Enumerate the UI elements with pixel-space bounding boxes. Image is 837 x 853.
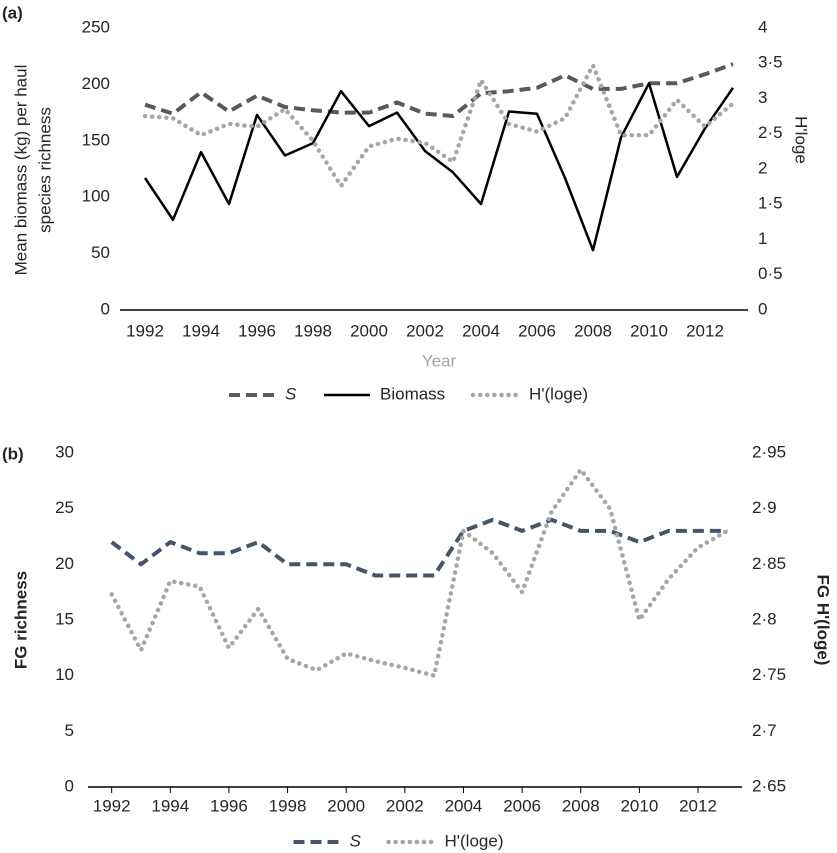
legend-label: Biomass (380, 384, 445, 403)
legend-label: H'(loge) (445, 831, 504, 850)
y-tick-label: 25 (55, 498, 74, 517)
x-tick-label: 2012 (686, 321, 724, 340)
legend-label: S (285, 384, 297, 403)
y2-tick-label: 1·5 (758, 194, 783, 213)
y-tick-label: 15 (55, 609, 74, 628)
y-tick-label: 250 (82, 17, 110, 36)
y-axis-title: Mean biomass (kg) per haul (11, 65, 30, 276)
y2-tick-label: 2·75 (752, 665, 786, 684)
y-tick-label: 30 (55, 442, 74, 461)
x-tick-label: 2010 (630, 321, 668, 340)
y2-tick-label: 2·9 (752, 498, 777, 517)
x-tick-label: 2006 (518, 321, 556, 340)
legend-label: H'(loge) (529, 384, 588, 403)
x-tick-label: 2000 (327, 796, 365, 815)
series-line (109, 467, 730, 678)
series-line (144, 62, 734, 118)
x-tick-label: 2002 (386, 796, 424, 815)
y2-tick-label: 2·5 (758, 123, 783, 142)
panel-label: (a) (2, 3, 23, 22)
x-tick-label: 1996 (238, 321, 276, 340)
x-tick-label: 2000 (350, 321, 388, 340)
y-tick-label: 50 (91, 243, 110, 262)
y2-tick-label: 2·65 (752, 776, 786, 795)
series-line (142, 63, 736, 189)
y-tick-label: 150 (82, 130, 110, 149)
series-line (110, 517, 728, 578)
legend-label: S (350, 831, 362, 850)
y-tick-label: 0 (65, 776, 74, 795)
y2-tick-label: 0·5 (758, 264, 783, 283)
series-line (143, 82, 735, 252)
x-tick-label: 2004 (445, 796, 483, 815)
y2-tick-label: 2·8 (752, 609, 777, 628)
x-tick-label: 1992 (93, 796, 131, 815)
y-tick-label: 10 (55, 665, 74, 684)
x-tick-label: 2002 (406, 321, 444, 340)
y-axis-title: species richness (35, 107, 54, 233)
y-tick-label: 100 (82, 187, 110, 206)
y2-tick-label: 4 (758, 17, 767, 36)
y2-tick-label: 3 (758, 88, 767, 107)
y2-axis-title: H'loge (792, 116, 811, 164)
x-tick-label: 1994 (182, 321, 220, 340)
y2-axis-title: FG H'(loge) (814, 575, 833, 666)
x-tick-label: 2008 (562, 796, 600, 815)
x-tick-label: 2006 (503, 796, 541, 815)
y-axis-title: FG richness (11, 571, 30, 669)
y2-tick-label: 2 (758, 158, 767, 177)
y2-tick-label: 2·7 (752, 721, 777, 740)
y2-tick-label: 2·85 (752, 554, 786, 573)
y2-tick-label: 3·5 (758, 53, 783, 72)
x-tick-label: 1996 (210, 796, 248, 815)
y-tick-label: 0 (101, 299, 110, 318)
y-tick-label: 200 (82, 74, 110, 93)
x-tick-label: 1994 (151, 796, 189, 815)
x-tick-label: 1998 (294, 321, 332, 340)
x-axis-title: Year (422, 351, 457, 370)
x-tick-label: 2010 (620, 796, 658, 815)
x-tick-label: 2004 (462, 321, 500, 340)
y2-tick-label: 0 (758, 299, 767, 318)
y2-tick-label: 2·95 (752, 442, 786, 461)
panel-label: (b) (2, 444, 24, 463)
x-tick-label: 1998 (269, 796, 307, 815)
x-tick-label: 2012 (679, 796, 717, 815)
y-tick-label: 20 (55, 554, 74, 573)
x-tick-label: 1992 (126, 321, 164, 340)
x-tick-label: 2008 (574, 321, 612, 340)
y2-tick-label: 1 (758, 229, 767, 248)
y-tick-label: 5 (65, 721, 74, 740)
